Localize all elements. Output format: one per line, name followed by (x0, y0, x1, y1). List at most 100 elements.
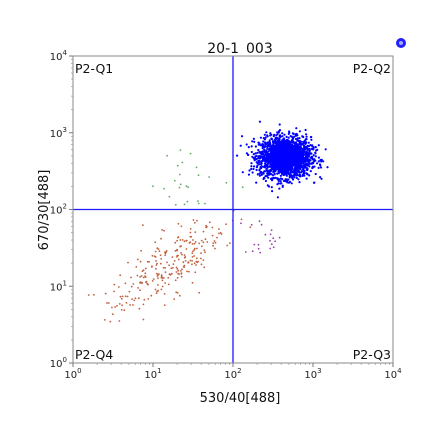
event-point (274, 240, 276, 243)
event-point (251, 140, 254, 143)
event-point (287, 178, 290, 181)
event-point (130, 276, 132, 279)
event-point (299, 146, 303, 149)
x-tick-label: 101 (144, 367, 161, 381)
event-point (301, 135, 304, 138)
event-point (119, 295, 122, 298)
event-point (314, 152, 317, 155)
event-point (208, 221, 211, 224)
event-point (259, 136, 262, 139)
event-point (144, 267, 147, 270)
event-point (264, 179, 267, 183)
event-point (173, 179, 176, 182)
event-point (310, 162, 313, 165)
event-point (213, 240, 216, 242)
event-point (204, 202, 206, 205)
event-point (140, 249, 143, 252)
event-point (159, 254, 162, 257)
quadrant-label-q2: P2-Q2 (353, 61, 391, 76)
event-point (269, 132, 272, 135)
event-point (272, 152, 275, 155)
event-point (255, 168, 258, 172)
event-point (254, 152, 257, 155)
event-point (176, 164, 179, 167)
event-point (206, 225, 208, 228)
event-point (311, 158, 314, 161)
event-point (174, 203, 177, 206)
event-point (293, 172, 297, 176)
event-point (266, 169, 269, 173)
event-point (163, 229, 165, 232)
event-point (265, 152, 268, 155)
event-point (117, 286, 120, 288)
quadrant-label-q3: P2-Q3 (353, 347, 391, 362)
event-point (204, 238, 207, 241)
event-point (305, 177, 308, 180)
event-point (155, 267, 157, 270)
event-point (284, 169, 288, 173)
event-point (191, 281, 194, 284)
event-point (303, 159, 306, 162)
event-point (299, 168, 302, 171)
event-point (283, 153, 286, 156)
event-point (280, 172, 283, 175)
event-point (178, 294, 181, 297)
event-point (310, 138, 313, 141)
event-point (306, 172, 309, 176)
event-point (279, 177, 282, 180)
event-point (187, 186, 190, 189)
event-point (154, 288, 157, 291)
event-point (278, 123, 281, 126)
event-point (148, 261, 151, 263)
event-point (244, 251, 247, 253)
event-point (177, 269, 180, 272)
event-point (107, 302, 110, 304)
event-point (297, 171, 301, 174)
event-point (270, 186, 273, 189)
event-point (139, 276, 142, 278)
event-point (283, 133, 286, 136)
event-point (273, 146, 277, 149)
y-axis-label: 670/30[488] (37, 170, 52, 251)
event-point (316, 148, 319, 151)
event-point (197, 200, 199, 203)
event-point (298, 130, 301, 133)
event-point (137, 297, 140, 300)
event-point (193, 221, 196, 224)
event-point (304, 152, 307, 156)
event-point (278, 187, 281, 190)
y-tick-label: 101 (50, 279, 67, 293)
event-point (254, 145, 257, 148)
event-point (291, 177, 294, 180)
event-point (177, 236, 179, 239)
event-point (240, 135, 244, 138)
event-point (307, 161, 311, 164)
event-point (144, 272, 147, 275)
event-point (286, 145, 289, 149)
event-point (202, 241, 205, 244)
event-point (126, 295, 129, 298)
event-point (258, 150, 261, 153)
event-point (292, 174, 295, 177)
event-point (299, 156, 302, 159)
event-point (195, 264, 198, 266)
y-tick-label: 104 (50, 49, 68, 63)
event-point (103, 319, 106, 321)
x-tick-label: 100 (64, 367, 81, 381)
event-point (270, 243, 273, 246)
event-point (152, 278, 155, 280)
event-point (229, 242, 231, 245)
event-point (257, 159, 260, 162)
event-point (319, 176, 322, 179)
event-point (216, 236, 218, 239)
event-point (267, 153, 270, 156)
event-point (193, 242, 196, 245)
x-axis-ticks: 100 101 102 103 104 (64, 363, 402, 381)
event-point (312, 154, 315, 157)
event-point (150, 294, 153, 297)
event-point (276, 155, 279, 158)
event-point (261, 150, 264, 153)
event-point (280, 167, 283, 170)
event-point (287, 152, 290, 155)
event-point (255, 181, 258, 184)
